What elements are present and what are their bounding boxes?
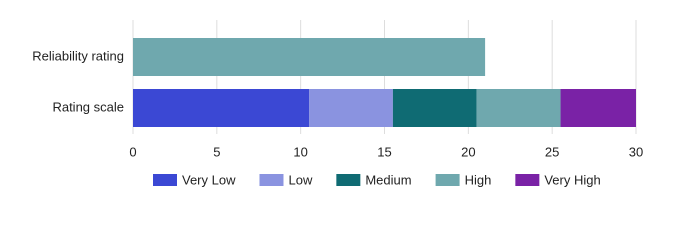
legend-swatch: [435, 174, 460, 186]
legend-label: Very Low: [182, 172, 236, 187]
x-tick-label: 10: [293, 144, 307, 159]
y-tick-label: Rating scale: [52, 99, 124, 114]
legend-swatch: [153, 174, 177, 186]
x-tick-label: 20: [461, 144, 475, 159]
legend-label: High: [465, 172, 492, 187]
x-tick-label: 5: [213, 144, 220, 159]
chart: 0 5 10 15 20 25 30 Reliability rating Rating sca…: [32, 20, 643, 187]
x-tick-label: 15: [377, 144, 391, 159]
legend-swatch: [336, 174, 361, 186]
y-tick-label: Reliability rating: [32, 48, 124, 63]
bar-segment: [560, 89, 636, 127]
x-tick-label: 0: [129, 144, 136, 159]
bar-segment: [133, 89, 310, 127]
bar-segment: [133, 38, 486, 76]
bar-segment: [476, 89, 561, 127]
legend-swatch: [259, 174, 284, 186]
legend-label: Medium: [365, 172, 411, 187]
x-tick-label: 25: [545, 144, 559, 159]
bar-segment: [392, 89, 477, 127]
legend-swatch: [515, 174, 540, 186]
bar-segment: [309, 89, 393, 127]
legend-label: Low: [288, 172, 312, 187]
x-tick-label: 30: [629, 144, 643, 159]
legend-label: Very High: [544, 172, 600, 187]
